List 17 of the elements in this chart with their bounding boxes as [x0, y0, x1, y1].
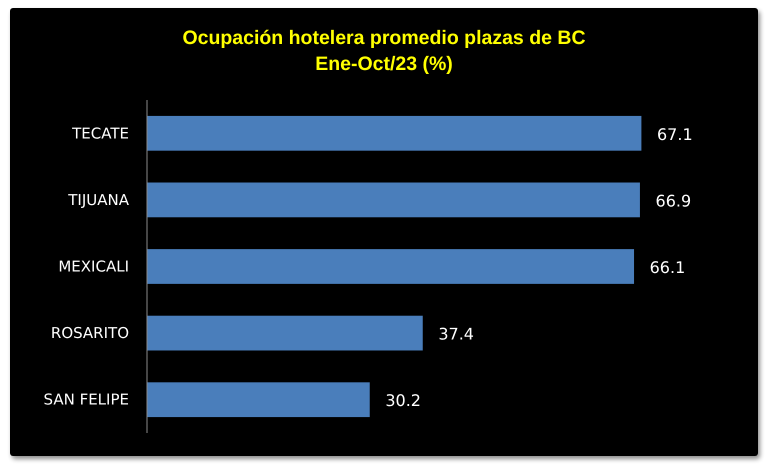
bar: [146, 316, 423, 350]
chart-title: Ocupación hotelera promedio plazas de BC: [182, 27, 586, 49]
bar: [146, 116, 642, 151]
bar: [146, 182, 640, 218]
y-tick-label: MEXICALI: [58, 258, 129, 276]
data-label: 66.1: [650, 258, 686, 277]
data-label: 67.1: [657, 124, 693, 144]
bar: [146, 249, 634, 284]
y-tick-label: TIJUANA: [67, 190, 130, 209]
y-tick-label: SAN FELIPE: [44, 390, 129, 409]
data-label: 37.4: [438, 324, 474, 344]
y-tick-label: TECATE: [71, 124, 129, 142]
y-tick-label: ROSARITO: [50, 324, 129, 342]
data-label: 30.2: [385, 391, 421, 410]
bar: [146, 382, 370, 418]
chart-subtitle: Ene-Oct/23 (%): [315, 53, 453, 75]
data-label: 66.9: [656, 191, 692, 210]
